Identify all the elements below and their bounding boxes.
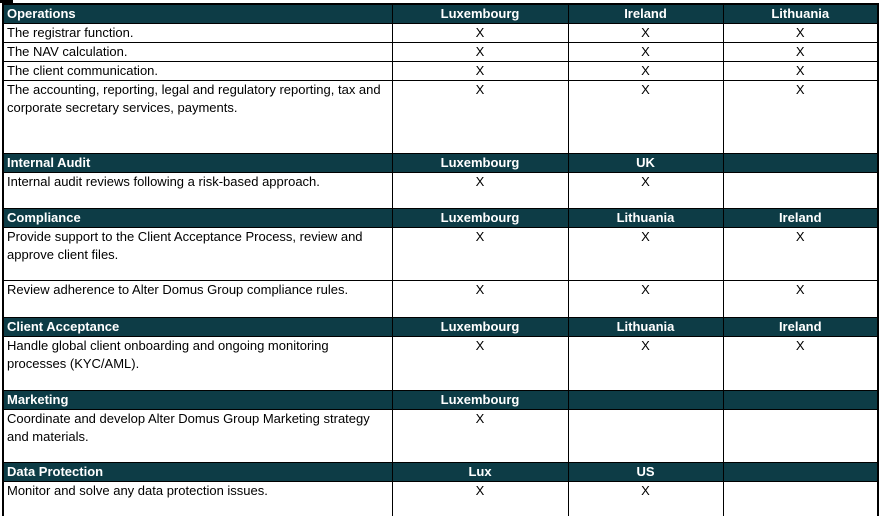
section-header-row: Data Protection Lux US [2, 462, 879, 482]
column-header: Luxembourg [391, 317, 569, 337]
section-title: Compliance [2, 208, 393, 228]
cropped-edge-artifact [0, 0, 13, 3]
section-title: Operations [2, 3, 393, 24]
section-header-row: Operations Luxembourg Ireland Lithuania [2, 3, 879, 24]
section-title: Marketing [2, 390, 393, 410]
mark-cell: X [391, 42, 569, 62]
row-label: Coordinate and develop Alter Domus Group… [2, 409, 393, 463]
mark-cell: X [722, 280, 879, 318]
mark-cell: X [391, 336, 569, 391]
section-header-row: Marketing Luxembourg [2, 390, 879, 410]
column-header: Luxembourg [391, 208, 569, 228]
column-header: UK [567, 153, 724, 173]
mark-cell: X [391, 481, 569, 516]
column-header: Lux [391, 462, 569, 482]
mark-cell: X [722, 227, 879, 281]
column-header: Ireland [722, 208, 879, 228]
column-header [567, 390, 724, 410]
mark-cell [722, 409, 879, 463]
row-label: Monitor and solve any data protection is… [2, 481, 393, 516]
mark-cell: X [722, 61, 879, 81]
mark-cell: X [391, 409, 569, 463]
table-row: Coordinate and develop Alter Domus Group… [2, 409, 879, 463]
section-header-row: Client Acceptance Luxembourg Lithuania Irel… [2, 317, 879, 337]
section-header-row: Internal Audit Luxembourg UK [2, 153, 879, 173]
mark-cell: X [567, 172, 724, 209]
table-row: The accounting, reporting, legal and reg… [2, 80, 879, 154]
table-row: The registrar function. X X X [2, 23, 879, 43]
mark-cell: X [567, 61, 724, 81]
mark-cell: X [567, 280, 724, 318]
mark-cell [567, 409, 724, 463]
column-header: Ireland [722, 317, 879, 337]
table-row: Review adherence to Alter Domus Group co… [2, 280, 879, 318]
row-label: The NAV calculation. [2, 42, 393, 62]
table-row: Internal audit reviews following a risk-… [2, 172, 879, 209]
column-header: US [567, 462, 724, 482]
row-label: Internal audit reviews following a risk-… [2, 172, 393, 209]
mark-cell: X [391, 80, 569, 154]
row-label: Handle global client onboarding and ongo… [2, 336, 393, 391]
column-header: Lithuania [567, 317, 724, 337]
mark-cell [722, 172, 879, 209]
mark-cell: X [391, 227, 569, 281]
mark-cell: X [567, 336, 724, 391]
row-label: The client communication. [2, 61, 393, 81]
responsibility-matrix-table: Operations Luxembourg Ireland Lithuania The … [2, 3, 879, 516]
mark-cell: X [567, 80, 724, 154]
mark-cell: X [722, 336, 879, 391]
row-label: The registrar function. [2, 23, 393, 43]
mark-cell: X [567, 227, 724, 281]
table-row: The NAV calculation. X X X [2, 42, 879, 62]
row-label: The accounting, reporting, legal and reg… [2, 80, 393, 154]
column-header: Ireland [567, 3, 724, 24]
table-row: Handle global client onboarding and ongo… [2, 336, 879, 391]
section-title: Internal Audit [2, 153, 393, 173]
table-row: Monitor and solve any data protection is… [2, 481, 879, 516]
row-label: Review adherence to Alter Domus Group co… [2, 280, 393, 318]
mark-cell: X [567, 42, 724, 62]
mark-cell: X [567, 23, 724, 43]
column-header: Lithuania [722, 3, 879, 24]
section-title: Data Protection [2, 462, 393, 482]
section-title: Client Acceptance [2, 317, 393, 337]
column-header: Luxembourg [391, 3, 569, 24]
mark-cell: X [722, 42, 879, 62]
table-row: The client communication. X X X [2, 61, 879, 81]
table-row: Provide support to the Client Acceptance… [2, 227, 879, 281]
column-header [722, 462, 879, 482]
matrix-body: Operations Luxembourg Ireland Lithuania The … [2, 3, 879, 516]
mark-cell: X [391, 172, 569, 209]
mark-cell: X [722, 80, 879, 154]
mark-cell [722, 481, 879, 516]
mark-cell: X [722, 23, 879, 43]
column-header: Luxembourg [391, 390, 569, 410]
column-header: Lithuania [567, 208, 724, 228]
column-header [722, 153, 879, 173]
column-header [722, 390, 879, 410]
section-header-row: Compliance Luxembourg Lithuania Ireland [2, 208, 879, 228]
mark-cell: X [391, 23, 569, 43]
mark-cell: X [567, 481, 724, 516]
row-label: Provide support to the Client Acceptance… [2, 227, 393, 281]
column-header: Luxembourg [391, 153, 569, 173]
mark-cell: X [391, 61, 569, 81]
mark-cell: X [391, 280, 569, 318]
